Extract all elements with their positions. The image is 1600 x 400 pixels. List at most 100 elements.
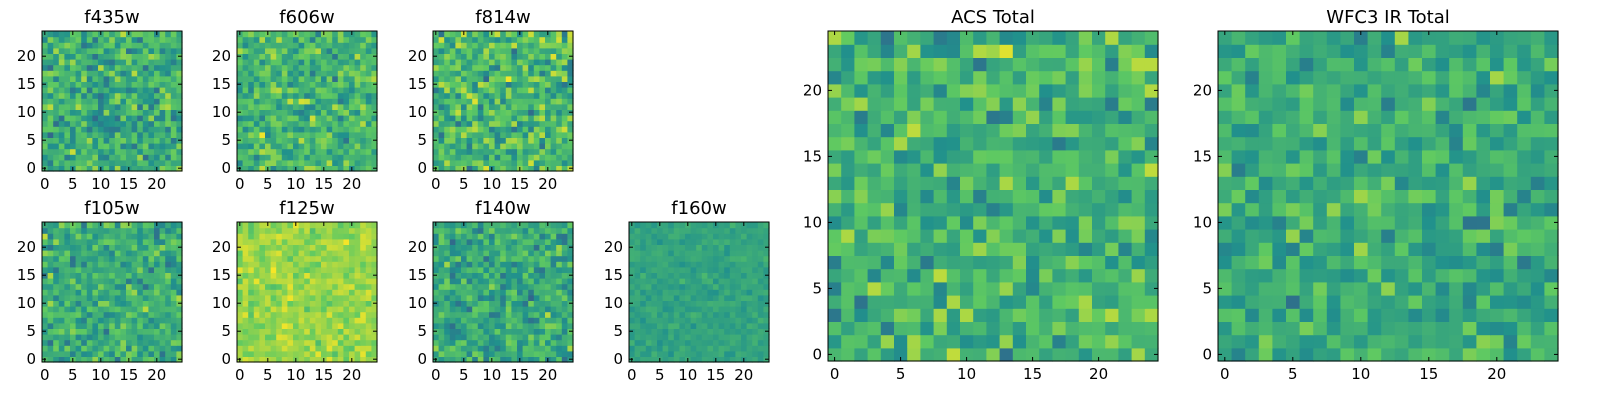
- heatmap-cell: [259, 154, 266, 161]
- heatmap-cell: [321, 36, 328, 43]
- heatmap-cell: [103, 42, 110, 49]
- heatmap-cell: [1078, 242, 1093, 256]
- heatmap-cell: [433, 238, 440, 245]
- heatmap-cell: [86, 294, 93, 301]
- heatmap-cell: [81, 322, 88, 329]
- heatmap-cell: [365, 334, 372, 341]
- heatmap-cell: [315, 87, 322, 94]
- heatmap-cell: [137, 345, 144, 352]
- heatmap-cell: [70, 120, 77, 127]
- heatmap-cell: [999, 189, 1014, 204]
- heatmap-cell: [556, 75, 563, 82]
- heatmap-cell: [438, 294, 445, 301]
- heatmap-cell: [58, 272, 65, 279]
- heatmap-cell: [907, 242, 921, 256]
- heatmap-cell: [690, 350, 697, 357]
- heatmap-cell: [505, 31, 512, 38]
- heatmap-cell: [337, 244, 344, 251]
- heatmap-cell: [176, 233, 183, 240]
- heatmap-cell: [253, 278, 260, 285]
- heatmap-cell: [466, 250, 473, 257]
- heatmap-cell: [713, 289, 720, 296]
- heatmap-cell: [741, 244, 748, 251]
- heatmap-cell: [472, 120, 479, 127]
- heatmap-cell: [517, 317, 524, 324]
- heatmap-cell: [137, 233, 144, 240]
- heatmap-cell: [170, 300, 177, 307]
- heatmap-cell: [539, 165, 546, 172]
- heatmap-cell: [47, 306, 54, 313]
- heatmap-cell: [142, 154, 149, 161]
- heatmap-cell: [326, 115, 333, 122]
- heatmap-cell: [701, 233, 708, 240]
- heatmap-cell: [707, 227, 714, 234]
- heatmap-cell: [752, 328, 759, 335]
- heatmap-cell: [114, 137, 121, 144]
- heatmap-cell: [81, 70, 88, 77]
- heatmap-cell: [662, 328, 669, 335]
- heatmap-cell: [126, 255, 133, 262]
- heatmap-cell: [98, 126, 105, 133]
- heatmap-cell: [746, 227, 753, 234]
- heatmap-cell: [500, 92, 507, 99]
- heatmap-cell: [640, 233, 647, 240]
- heatmap-cell: [511, 317, 518, 324]
- y-tick-label: 20: [408, 238, 427, 256]
- heatmap-cell: [550, 148, 557, 155]
- heatmap-cell: [511, 109, 518, 116]
- heatmap-cell: [867, 149, 882, 164]
- heatmap-cell: [170, 103, 177, 110]
- heatmap-cell: [1052, 334, 1067, 349]
- heatmap-cell: [326, 328, 333, 335]
- heatmap-cell: [332, 250, 339, 257]
- heatmap-cell: [1118, 347, 1133, 362]
- heatmap-cell: [854, 189, 869, 204]
- heatmap-cell: [148, 120, 155, 127]
- heatmap-cell: [455, 159, 462, 166]
- heatmap-cell: [343, 261, 350, 268]
- heatmap-cell: [724, 356, 731, 363]
- heatmap-cell: [449, 154, 456, 161]
- heatmap-cell: [120, 255, 127, 262]
- heatmap-cell: [724, 306, 731, 313]
- heatmap-cell: [321, 53, 328, 60]
- heatmap-cell: [242, 322, 249, 329]
- heatmap-cell: [561, 159, 568, 166]
- heatmap-cell: [276, 87, 283, 94]
- heatmap-cell: [365, 148, 372, 155]
- heatmap-cell: [724, 317, 731, 324]
- heatmap-cell: [109, 244, 116, 251]
- heatmap-cell: [533, 137, 540, 144]
- heatmap-cell: [159, 255, 166, 262]
- heatmap-cell: [662, 311, 669, 318]
- heatmap-cell: [556, 317, 563, 324]
- heatmap-cell: [729, 238, 736, 245]
- heatmap-cell: [270, 227, 277, 234]
- heatmap-cell: [248, 98, 255, 105]
- heatmap-cell: [528, 300, 535, 307]
- heatmap-cell: [86, 75, 93, 82]
- heatmap-cell: [696, 306, 703, 313]
- heatmap-cell: [70, 227, 77, 234]
- heatmap-cell: [270, 154, 277, 161]
- heatmap-cell: [326, 244, 333, 251]
- heatmap-cell: [360, 47, 367, 54]
- heatmap-cell: [645, 233, 652, 240]
- heatmap-cell: [58, 306, 65, 313]
- heatmap-cell: [242, 356, 249, 363]
- heatmap-cell: [556, 36, 563, 43]
- heatmap-cell: [298, 120, 305, 127]
- heatmap-cell: [657, 266, 664, 273]
- heatmap-cell: [752, 345, 759, 352]
- heatmap-cell: [707, 278, 714, 285]
- heatmap-cell: [242, 131, 249, 138]
- heatmap-cell: [489, 120, 496, 127]
- heatmap-cell: [265, 272, 272, 279]
- heatmap-cell: [142, 289, 149, 296]
- heatmap-cell: [176, 334, 183, 341]
- heatmap-cell: [276, 47, 283, 54]
- heatmap-cell: [120, 266, 127, 273]
- heatmap-cell: [567, 255, 574, 262]
- heatmap-cell: [287, 250, 294, 257]
- heatmap-cell: [763, 238, 770, 245]
